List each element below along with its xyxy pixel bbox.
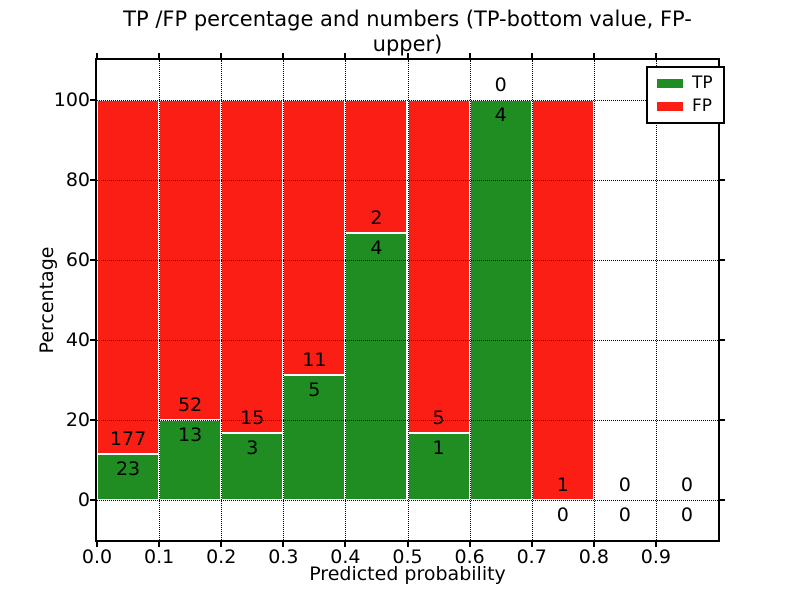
fp-bar-segment [283, 100, 346, 375]
tp-count-label: 4 [494, 104, 507, 126]
gridline-vertical [655, 60, 657, 540]
y-tick [90, 179, 95, 181]
y-tick-label: 0 [77, 489, 90, 511]
gridline-vertical [221, 60, 223, 540]
x-tick-label: 0.3 [268, 546, 299, 568]
x-tick-label: 0.7 [516, 546, 547, 568]
fp-count-label: 1 [556, 474, 569, 496]
tp-bar-segment [221, 433, 284, 500]
y-tick-right [720, 419, 725, 421]
fp-bar-segment [531, 100, 594, 500]
x-tick-top [282, 53, 285, 58]
y-tick-right [720, 339, 725, 341]
gridline-vertical [531, 60, 533, 540]
legend-item-tp: TP [657, 75, 713, 92]
x-tick-label: 0.8 [578, 546, 609, 568]
x-tick-label: 0.0 [81, 546, 113, 568]
y-tick [90, 339, 95, 341]
legend-fp-label: FP [692, 96, 713, 116]
x-tick-label: 0.2 [206, 546, 237, 568]
gridline-vertical [345, 60, 347, 540]
x-tick [654, 542, 657, 547]
legend-item-fp: FP [657, 98, 713, 115]
y-tick-label: 100 [53, 89, 90, 111]
tp-count-label: 13 [178, 424, 203, 446]
gridline-vertical [469, 60, 471, 540]
y-tick-label: 40 [65, 329, 90, 351]
x-tick [406, 542, 409, 547]
tp-count-label: 4 [370, 237, 383, 260]
y-tick-right [720, 179, 725, 181]
tp-bar-segment [283, 375, 346, 500]
y-tick [90, 259, 95, 261]
gridline-vertical [593, 60, 595, 540]
fp-count-label: 0 [618, 474, 631, 496]
fp-count-label: 5 [432, 407, 445, 430]
gridline-vertical [283, 60, 285, 540]
x-tick-top [592, 53, 595, 58]
y-tick [90, 499, 95, 501]
chart-title-line1: TP /FP percentage and numbers (TP-bottom… [123, 7, 692, 56]
x-tick-top [530, 53, 533, 58]
x-tick [344, 542, 347, 547]
tp-count-label: 5 [308, 379, 321, 401]
fp-count-label: 0 [680, 474, 693, 496]
tp-bar-segment [469, 100, 532, 500]
x-tick-top [220, 53, 223, 58]
x-tick-label: 0.1 [143, 546, 175, 568]
tp-count-label: 3 [246, 437, 259, 460]
fp-bar-segment [97, 100, 160, 454]
x-tick [96, 542, 98, 547]
y-tick [90, 419, 95, 421]
tp-count-label: 0 [556, 504, 569, 526]
y-tick [90, 99, 95, 101]
fp-count-label: 0 [494, 74, 507, 96]
x-tick-top [406, 53, 409, 58]
fp-count-label: 177 [109, 428, 147, 450]
legend: TP FP [646, 66, 725, 124]
x-tick-label: 0.6 [454, 546, 485, 568]
gridline-vertical [407, 60, 409, 540]
tp-bar-segment [345, 233, 408, 500]
x-tick-label: 0.5 [392, 546, 423, 568]
legend-tp-swatch-icon [657, 79, 683, 88]
x-tick-top [468, 53, 471, 58]
x-tick [220, 542, 223, 547]
x-tick-top [158, 53, 161, 58]
plot-area: TP FP 177 23 52 13 15 3 11 5 2 4 5 1 0 4 1 0 0 0 0 0 0.0 0.1 0… [54, 53, 725, 568]
x-tick-label: 0.4 [330, 546, 361, 568]
legend-fp-swatch-icon [657, 102, 683, 111]
y-tick-label: 80 [65, 169, 90, 191]
tp-count-label: 0 [618, 504, 631, 526]
y-tick-label: 60 [65, 249, 90, 271]
fp-count-label: 11 [302, 349, 327, 371]
x-tick-label: 0.9 [640, 546, 671, 568]
x-tick [468, 542, 471, 547]
tp-count-label: 1 [432, 437, 445, 460]
fp-count-label: 52 [178, 394, 203, 416]
x-tick-top [344, 53, 347, 58]
x-axis-label: Predicted probability [309, 563, 506, 585]
x-tick [282, 542, 285, 547]
legend-tp-label: TP [692, 73, 713, 93]
tp-count-label: 23 [115, 458, 141, 480]
fp-bar-segment [407, 100, 470, 434]
x-tick [592, 542, 595, 547]
x-tick [158, 542, 161, 547]
tp-bar-segment [97, 454, 160, 500]
x-tick-top [96, 53, 98, 58]
y-tick-right [720, 259, 725, 261]
x-tick-top [654, 53, 657, 58]
fp-count-label: 2 [370, 207, 383, 230]
tp-count-label: 0 [680, 504, 693, 526]
fp-count-label: 15 [240, 407, 265, 430]
y-tick-right [720, 499, 725, 501]
y-tick-label: 20 [65, 409, 90, 431]
fp-bar-segment [221, 100, 284, 434]
gridline-vertical [159, 60, 161, 540]
x-tick [530, 542, 533, 547]
